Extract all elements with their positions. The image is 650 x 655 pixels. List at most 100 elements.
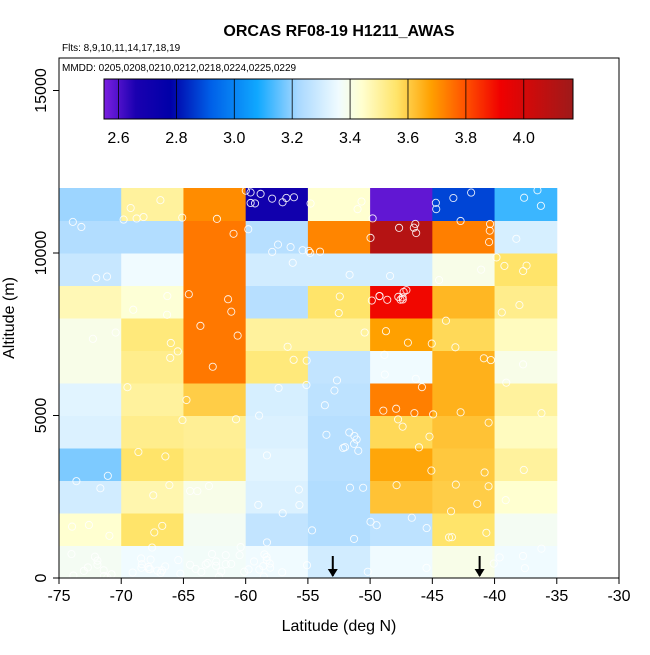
- heatmap-cell-r0-c2: [183, 545, 247, 579]
- sample-point: [357, 197, 366, 206]
- sample-point: [174, 556, 183, 565]
- heatmap-cell-r11-c0: [59, 188, 122, 221]
- sample-point: [93, 560, 102, 569]
- sample-point: [212, 557, 221, 566]
- heatmap-cell-r4-c2: [183, 415, 247, 449]
- heatmap-cell-r7-c5: [370, 318, 433, 351]
- heatmap-cell-r5-c0: [59, 383, 122, 416]
- sample-point: [67, 550, 76, 559]
- sample-point: [302, 356, 311, 365]
- heatmap-cell-r3-c6: [432, 448, 496, 481]
- heatmap-cell-r8-c1: [121, 285, 184, 319]
- sample-point: [456, 408, 465, 417]
- sample-point: [306, 199, 315, 208]
- sample-point: [473, 499, 482, 508]
- sample-point: [288, 258, 297, 267]
- sample-point: [84, 520, 93, 530]
- sample-point: [203, 558, 212, 568]
- heatmap-cell-r1-c4: [307, 513, 371, 546]
- chart-title: ORCAS RF08-19 H1211_AWAS: [223, 23, 455, 40]
- x-tick-label: -70: [110, 588, 133, 605]
- heatmap-cell-r5-c4: [307, 383, 371, 416]
- y-tick-label: 5000: [33, 398, 50, 434]
- heatmap-cell-r5-c5: [370, 383, 433, 416]
- sample-point: [224, 295, 233, 304]
- x-axis-label: Latitude (deg N): [282, 618, 397, 635]
- sample-point: [153, 566, 162, 575]
- x-tick-label: -30: [607, 588, 630, 605]
- sample-point: [451, 343, 460, 352]
- sample-point: [339, 443, 348, 453]
- sample-point: [233, 331, 242, 340]
- sample-point: [262, 451, 271, 460]
- heatmap-cell-r10-c7: [494, 220, 558, 254]
- sample-point: [533, 186, 542, 195]
- sample-point: [392, 404, 401, 413]
- heatmap-cell-r11-c6: [432, 188, 496, 221]
- heatmap-cell-r9-c4: [307, 253, 371, 286]
- heatmap-cell-r5-c2: [183, 383, 247, 416]
- sample-point: [431, 198, 440, 207]
- sample-point: [422, 524, 431, 533]
- sample-point: [283, 342, 292, 351]
- sample-point: [410, 409, 419, 418]
- sample-point: [456, 216, 465, 226]
- heatmap-cell-r11-c5: [370, 188, 433, 221]
- sample-point: [83, 563, 92, 572]
- sample-point: [212, 214, 221, 223]
- sample-point: [537, 409, 546, 418]
- sample-point: [111, 328, 120, 337]
- heatmap-cell-r2-c1: [121, 480, 184, 514]
- sample-point: [185, 560, 195, 569]
- sample-point: [379, 406, 388, 415]
- colorbar-legend: 2.6 2.8 3.0 3.2 3.4 3.6 3.8 4.0: [103, 78, 574, 147]
- sample-point: [191, 564, 200, 573]
- heatmap-cell-r9-c1: [121, 253, 184, 286]
- sample-point: [207, 549, 217, 559]
- sample-point: [246, 188, 255, 197]
- sample-point: [256, 189, 265, 198]
- sample-point: [480, 468, 489, 477]
- colorbar-tick-label: 3.8: [455, 130, 477, 147]
- sample-point: [266, 563, 275, 572]
- x-tick-label: -40: [483, 588, 506, 605]
- sample-point: [429, 410, 438, 419]
- heatmap-cell-r1-c5: [370, 513, 433, 546]
- x-tick-label: -75: [47, 588, 70, 605]
- sample-point: [161, 452, 170, 461]
- sample-point: [119, 215, 128, 224]
- sample-point: [485, 226, 494, 235]
- heatmap-cell-r0-c7: [494, 545, 558, 579]
- x-tick-label: -50: [359, 588, 382, 605]
- sample-point: [240, 567, 249, 576]
- sample-point: [123, 383, 132, 392]
- heatmap-cell-r8-c3: [245, 285, 309, 319]
- heatmap-cell-r10-c6: [432, 220, 496, 254]
- sample-point: [360, 328, 369, 337]
- sample-point: [395, 223, 404, 232]
- sample-point: [262, 552, 271, 562]
- sample-point: [320, 401, 329, 410]
- sample-point: [229, 229, 238, 238]
- sample-point: [345, 483, 355, 492]
- sample-point: [286, 243, 295, 252]
- sample-point: [411, 219, 420, 228]
- sample-point: [227, 559, 236, 568]
- heatmap-cell-r11-c3: [245, 188, 309, 221]
- x-tick-label: -45: [421, 588, 444, 605]
- heatmap-cell-r10-c1: [121, 220, 184, 254]
- sample-point: [427, 339, 436, 348]
- sample-point: [217, 567, 226, 576]
- heatmap-cell-r9-c5: [370, 253, 433, 286]
- sample-point: [367, 296, 376, 305]
- sample-point: [366, 233, 375, 242]
- sample-point: [262, 538, 272, 547]
- heatmap-cell-r6-c1: [121, 350, 184, 384]
- sample-point: [409, 223, 418, 232]
- x-tick-label: -35: [545, 588, 568, 605]
- sample-point: [497, 308, 506, 317]
- sample-point: [394, 292, 403, 301]
- sample-point: [536, 201, 545, 210]
- sample-point: [148, 543, 157, 552]
